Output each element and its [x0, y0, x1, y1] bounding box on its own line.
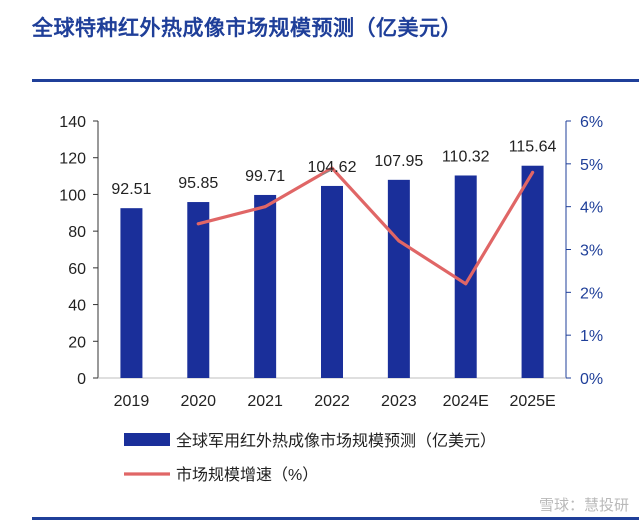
bar-value-label: 95.85 [178, 175, 218, 192]
x-axis-tick-label: 2020 [180, 393, 216, 410]
right-axis-tick-label: 3% [580, 243, 603, 260]
bar-value-label: 99.71 [245, 168, 285, 185]
bar [454, 175, 477, 378]
right-axis-tick-label: 4% [580, 200, 603, 217]
x-axis-tick-label: 2023 [381, 393, 417, 410]
left-axis-tick-label: 0 [77, 371, 86, 388]
growth-point [330, 166, 334, 170]
legend-bar-swatch [124, 433, 170, 446]
x-axis-tick-label: 2021 [247, 393, 283, 410]
left-axis-tick-label: 80 [68, 224, 86, 241]
growth-point [464, 282, 468, 286]
bar [187, 202, 210, 378]
right-axis-tick-label: 1% [580, 328, 603, 345]
bar [254, 194, 277, 378]
bar-value-label: 104.62 [308, 159, 357, 176]
bar [387, 179, 410, 378]
bottom-divider [32, 517, 639, 520]
legend-line-label: 市场规模增速（%） [176, 466, 318, 484]
right-axis-tick-label: 0% [580, 371, 603, 388]
chart-title: 全球特种红外热成像市场规模预测（亿美元） [32, 16, 462, 40]
bar [120, 208, 143, 378]
bar-value-label: 110.32 [442, 148, 490, 165]
left-axis-tick-label: 60 [68, 261, 86, 278]
title-divider [32, 79, 639, 82]
bar-value-label: 115.64 [509, 139, 557, 156]
right-axis-tick-label: 5% [580, 157, 603, 174]
bar [521, 165, 544, 378]
right-axis-tick-label: 2% [580, 285, 603, 302]
data-label-leader [321, 169, 333, 176]
left-axis-tick-label: 20 [68, 334, 86, 351]
growth-point [196, 222, 200, 226]
legend-bar-label: 全球军用红外热成像市场规模预测（亿美元） [176, 432, 496, 450]
x-axis-tick-label: 2022 [314, 393, 350, 410]
x-axis-tick-label: 2019 [114, 393, 150, 410]
bar-value-label: 107.95 [374, 153, 423, 170]
growth-line [196, 166, 535, 286]
left-axis-tick-label: 120 [59, 151, 86, 168]
x-axis-tick-label: 2024E [443, 393, 489, 410]
x-axis-tick-label: 2025E [509, 393, 555, 410]
left-axis-tick-label: 100 [59, 187, 86, 204]
left-axis-tick-label: 140 [59, 114, 86, 131]
growth-point [531, 170, 535, 174]
bar-value-label: 92.51 [111, 181, 151, 198]
growth-point [263, 205, 267, 209]
watermark-text: 雪球：慧投研 [538, 496, 629, 514]
right-axis-tick-label: 6% [580, 114, 603, 131]
growth-point [397, 239, 401, 243]
left-axis-tick-label: 40 [68, 298, 86, 315]
bar [321, 185, 343, 378]
